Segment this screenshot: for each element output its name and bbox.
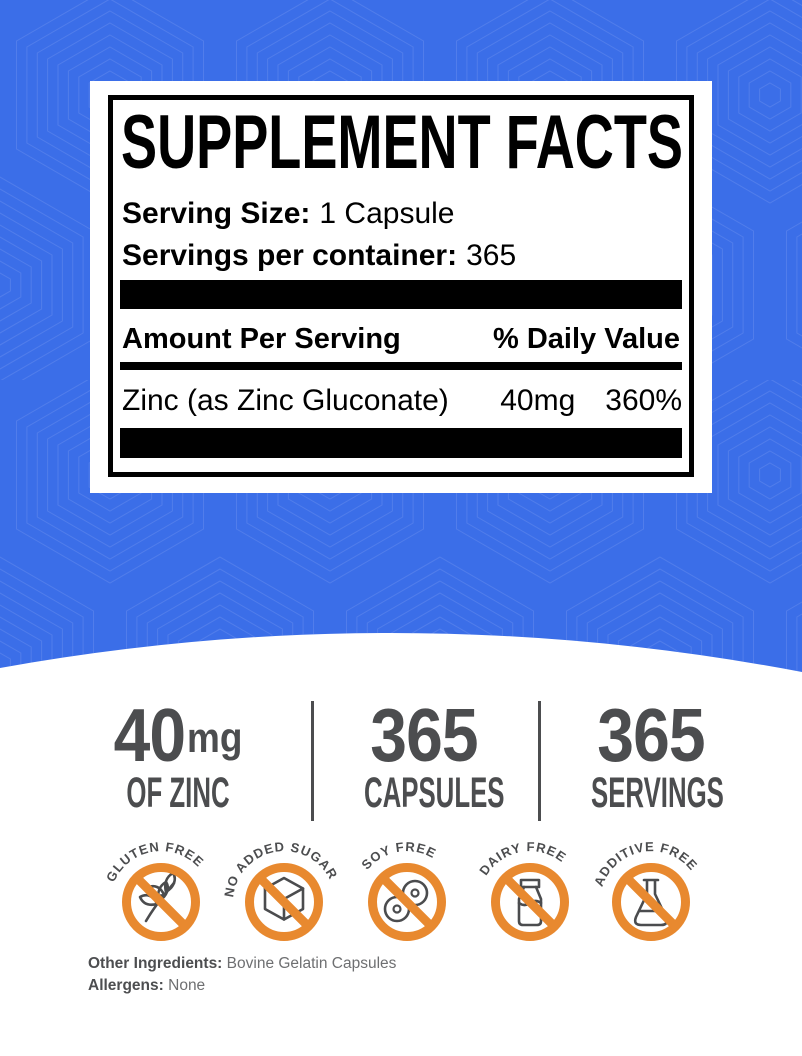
facts-title: SUPPLEMENT FACTS <box>121 111 683 175</box>
nutrient-daily-value: 360% <box>605 384 682 417</box>
allergens-line: Allergens: None <box>88 975 396 997</box>
badge-gluten-free: GLUTEN FREE <box>99 832 209 941</box>
servings-label: Servings per container: <box>122 239 458 272</box>
header-divider-bar <box>120 362 682 370</box>
nutrient-name: Zinc (as Zinc Gluconate) <box>122 384 449 417</box>
stat-serving-count: 365 SERVINGS <box>551 693 751 817</box>
badge-additive-free: ADDITIVE FREE <box>589 832 702 941</box>
serving-size-value: 1 Capsule <box>319 197 455 230</box>
serving-size-label: Serving Size: <box>122 197 311 230</box>
badge-soy-free: SOY FREE <box>356 833 446 941</box>
stat-label: SERVINGS <box>591 769 724 817</box>
prohibition-slash <box>255 873 313 931</box>
servings-value: 365 <box>466 239 517 272</box>
prohibition-slash <box>378 873 436 931</box>
prohibition-ring <box>245 863 323 941</box>
badge-label: ADDITIVE FREE <box>589 832 702 891</box>
supplement-facts-panel: SUPPLEMENT FACTS Serving Size: 1 Capsule … <box>90 81 712 493</box>
daily-value-header: % Daily Value <box>493 323 680 355</box>
nutrient-row-zinc: Zinc (as Zinc Gluconate) 40mg 360% <box>122 384 682 417</box>
prohibition-slash <box>501 873 559 931</box>
badge-label: GLUTEN FREE <box>99 832 209 886</box>
stat-label: CAPSULES <box>364 769 505 817</box>
prohibition-slash <box>132 873 190 931</box>
servings-per-container-row: Servings per container: 365 <box>122 239 680 272</box>
prohibition-ring <box>491 863 569 941</box>
facts-panel-border <box>108 95 694 477</box>
allergens-value: None <box>168 977 206 994</box>
stats-row: 40 mg OF ZINC 365 CAPSULES 365 SERVINGS <box>0 693 802 825</box>
prohibition-ring <box>368 863 446 941</box>
allergens-label: Allergens: <box>88 977 164 994</box>
stat-divider <box>311 701 314 821</box>
serving-size-row: Serving Size: 1 Capsule <box>122 197 680 230</box>
other-ingredients-label: Other Ingredients: <box>88 955 223 972</box>
stat-unit: mg <box>186 714 243 761</box>
prohibition-ring <box>612 863 690 941</box>
other-ingredients-value: Bovine Gelatin Capsules <box>226 955 397 972</box>
nutrient-amount: 40mg <box>500 384 576 417</box>
amount-per-serving-header: Amount Per Serving <box>122 323 401 355</box>
other-ingredients-line: Other Ingredients: Bovine Gelatin Capsul… <box>88 953 396 975</box>
stat-value: 40 <box>113 693 187 777</box>
badge-dairy-free: DAIRY FREE <box>473 832 571 941</box>
facts-title-block: SUPPLEMENT FACTS <box>121 111 683 175</box>
facts-header-row: Amount Per Serving % Daily Value <box>122 323 680 356</box>
badges-row: GLUTEN FREE NO ADDED SUGAR <box>0 832 802 958</box>
stat-capsule-count: 365 CAPSULES <box>324 693 524 817</box>
thick-divider-bar-bottom <box>120 428 682 458</box>
thick-divider-bar-top <box>120 280 682 309</box>
badge-no-added-sugar: NO ADDED SUGAR <box>222 832 342 941</box>
stat-label: OF ZINC <box>126 769 230 817</box>
footer-notes: Other Ingredients: Bovine Gelatin Capsul… <box>88 953 396 997</box>
prohibition-ring <box>122 863 200 941</box>
stat-value: 365 <box>597 693 705 777</box>
stat-divider <box>538 701 541 821</box>
prohibition-slash <box>622 873 680 931</box>
stat-zinc-amount: 40 mg OF ZINC <box>78 693 278 817</box>
stat-value: 365 <box>370 693 478 777</box>
